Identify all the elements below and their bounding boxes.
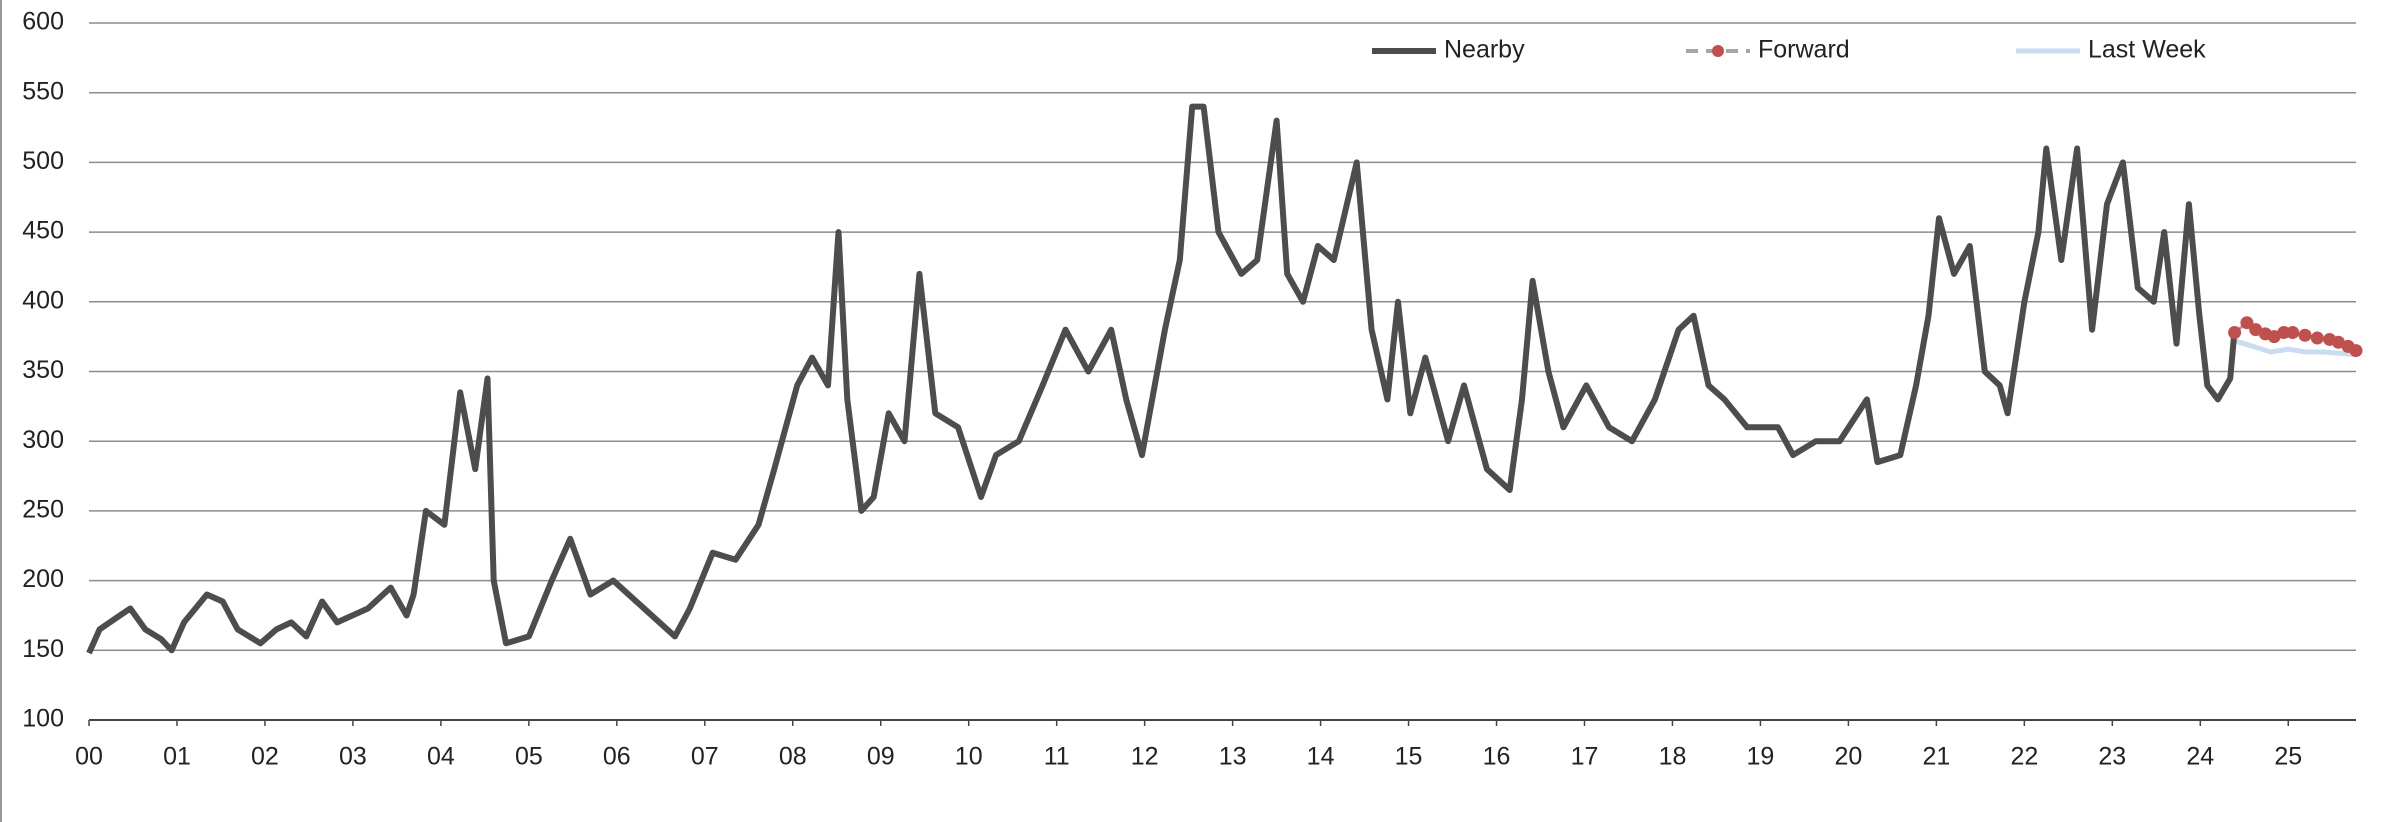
x-tick-label: 06 <box>603 743 631 771</box>
x-tick-label: 22 <box>2010 743 2038 771</box>
y-tick-label: 200 <box>22 565 64 593</box>
x-tick-label: 18 <box>1659 743 1687 771</box>
x-tick-label: 03 <box>339 743 367 771</box>
x-tick-label: 01 <box>163 743 191 771</box>
x-tick-label: 09 <box>867 743 895 771</box>
x-tick-label: 00 <box>75 743 103 771</box>
x-tick-label: 16 <box>1483 743 1511 771</box>
forward-point <box>2349 344 2363 358</box>
forward-point <box>2286 325 2300 339</box>
x-tick-label: 15 <box>1395 743 1423 771</box>
legend-label: Forward <box>1758 36 1850 64</box>
x-tick-label: 19 <box>1747 743 1775 771</box>
x-tick-label: 04 <box>427 743 455 771</box>
forward-point <box>2298 328 2312 342</box>
x-tick-label: 21 <box>1922 743 1950 771</box>
x-tick-label: 13 <box>1219 743 1247 771</box>
x-tick-label: 20 <box>1835 743 1863 771</box>
legend-swatch-dot <box>1712 45 1724 57</box>
y-tick-label: 600 <box>22 8 64 36</box>
legend-label: Last Week <box>2088 36 2206 64</box>
x-tick-label: 17 <box>1571 743 1599 771</box>
x-tick-label: 05 <box>515 743 543 771</box>
x-tick-label: 23 <box>2098 743 2126 771</box>
x-tick-label: 07 <box>691 743 719 771</box>
series-line <box>86 103 2238 655</box>
y-tick-label: 150 <box>22 635 64 663</box>
x-tick-label: 14 <box>1307 743 1335 771</box>
x-tick-label: 10 <box>955 743 983 771</box>
x-tick-label: 12 <box>1131 743 1159 771</box>
series-line <box>2233 338 2357 358</box>
x-tick-label: 02 <box>251 743 279 771</box>
y-tick-label: 550 <box>22 77 64 105</box>
y-tick-label: 450 <box>22 217 64 245</box>
y-tick-label: 350 <box>22 356 64 384</box>
y-tick-label: 100 <box>22 705 64 733</box>
x-tick-label: 24 <box>2186 743 2214 771</box>
y-tick-label: 250 <box>22 496 64 524</box>
y-tick-label: 400 <box>22 286 64 314</box>
forward-point <box>2310 331 2324 345</box>
forward-point <box>2228 325 2242 339</box>
legend-label: Nearby <box>1444 36 1525 64</box>
x-tick-label: 25 <box>2274 743 2302 771</box>
x-tick-label: 11 <box>1044 743 1070 771</box>
y-tick-label: 500 <box>22 147 64 175</box>
y-tick-label: 300 <box>22 426 64 454</box>
x-tick-label: 08 <box>779 743 807 771</box>
forward-point <box>2240 316 2254 330</box>
